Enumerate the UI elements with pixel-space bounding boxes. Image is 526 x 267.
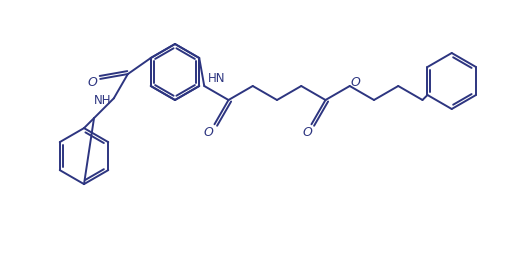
Text: O: O: [351, 76, 361, 88]
Text: O: O: [204, 126, 214, 139]
Text: O: O: [87, 76, 97, 89]
Text: HN: HN: [207, 72, 225, 84]
Text: O: O: [302, 126, 312, 139]
Text: NH: NH: [94, 94, 112, 107]
